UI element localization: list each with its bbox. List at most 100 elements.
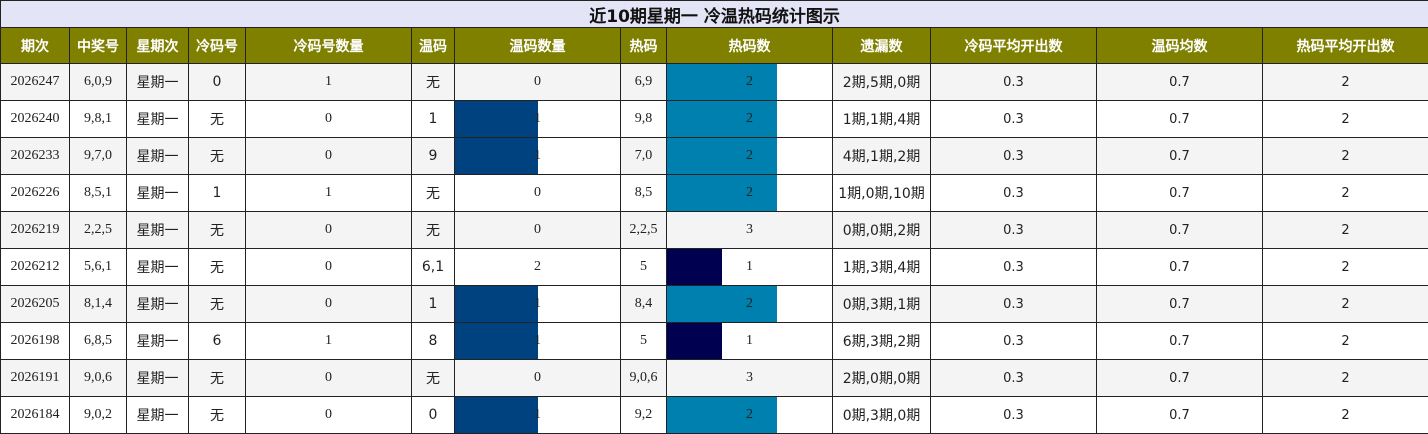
cell-hot-count: 1	[666, 248, 833, 286]
cell-cold-count: 1	[245, 174, 412, 212]
cell-warm-avg: 0.7	[1096, 63, 1263, 101]
cell-warm: 无	[411, 211, 455, 249]
hot-count-value: 3	[746, 370, 753, 385]
cell-warm-count: 0	[454, 359, 621, 397]
hot-count-bar	[667, 101, 778, 137]
cell-cold-avg: 0.3	[930, 137, 1097, 175]
cell-miss: 2期,5期,0期	[832, 63, 931, 101]
cell-hot: 9,8	[620, 100, 667, 138]
cell-cold-count: 0	[245, 211, 412, 249]
cell-miss: 1期,1期,4期	[832, 100, 931, 138]
cell-hot-count: 3	[666, 211, 833, 249]
warm-count-value: 1	[534, 148, 541, 163]
cell-miss: 4期,1期,2期	[832, 137, 931, 175]
cell-warm: 1	[411, 100, 455, 138]
table-title: 近10期星期一 冷温热码统计图示	[0, 0, 1428, 28]
cell-numbers: 8,1,4	[69, 285, 127, 323]
cell-numbers: 9,8,1	[69, 100, 127, 138]
cell-cold: 无	[188, 137, 246, 175]
cell-weekday: 星期一	[126, 63, 189, 101]
cell-cold-count: 0	[245, 359, 412, 397]
table-row: 2026233 9,7,0 星期一无 0 9 1 7,0 2 4期,1期,2期 0.3 0.7 2	[0, 137, 1428, 175]
cell-warm-count: 1	[454, 137, 621, 175]
hot-count-value: 1	[746, 259, 753, 274]
cell-hot-count: 2	[666, 63, 833, 101]
cell-cold: 无	[188, 359, 246, 397]
cell-hot-avg: 2	[1261, 137, 1428, 175]
cell-cold-count: 1	[245, 63, 412, 101]
warm-count-bar	[455, 286, 538, 322]
cell-numbers: 9,0,2	[69, 396, 127, 434]
header-col-cold-count: 冷码号数量	[245, 27, 412, 64]
warm-count-value: 2	[534, 259, 541, 274]
header-col-cold: 冷码号	[188, 27, 246, 64]
cell-numbers: 9,0,6	[69, 359, 127, 397]
header-col-miss: 遗漏数	[832, 27, 931, 64]
header-col-hot-count: 热码数	[666, 27, 833, 64]
cell-weekday: 星期一	[126, 137, 189, 175]
cell-warm-avg: 0.7	[1096, 359, 1263, 397]
cell-warm: 8	[411, 322, 455, 360]
cell-issue: 2026212	[0, 248, 70, 286]
cell-warm: 无	[411, 359, 455, 397]
cell-warm: 9	[411, 137, 455, 175]
cell-warm-avg: 0.7	[1096, 248, 1263, 286]
hot-count-bar	[667, 64, 778, 100]
table-row: 2026247 6,0,9 星期一 0 1 无 0 6,9 2 2期,5期,0期 0.3 0.7 2	[0, 63, 1428, 101]
warm-count-bar	[455, 101, 538, 137]
cell-miss: 0期,3期,1期	[832, 285, 931, 323]
cell-cold-avg: 0.3	[930, 100, 1097, 138]
cell-cold: 无	[188, 396, 246, 434]
header-col-warm: 温码	[411, 27, 455, 64]
cell-miss: 6期,3期,2期	[832, 322, 931, 360]
cell-miss: 0期,0期,2期	[832, 211, 931, 249]
hot-count-value: 2	[746, 111, 753, 126]
warm-count-value: 1	[534, 296, 541, 311]
header-col-issue: 期次	[0, 27, 70, 64]
cell-warm-avg: 0.7	[1096, 322, 1263, 360]
hot-count-value: 3	[746, 222, 753, 237]
hot-count-bar	[667, 397, 778, 433]
cell-hot: 9,0,6	[620, 359, 667, 397]
cell-warm-count: 2	[454, 248, 621, 286]
cell-warm-count: 0	[454, 174, 621, 212]
header-row: 期次 中奖号 星期次 冷码号 冷码号数量 温码 温码数量 热码 热码数 遗漏数 冷码平均开出数 温码均…	[0, 27, 1428, 64]
cell-warm-count: 1	[454, 100, 621, 138]
hot-count-bar	[667, 249, 722, 285]
cell-cold: 1	[188, 174, 246, 212]
cell-weekday: 星期一	[126, 100, 189, 138]
cell-warm-avg: 0.7	[1096, 285, 1263, 323]
hot-count-bar	[667, 175, 778, 211]
hot-count-bar	[667, 286, 778, 322]
hot-count-value: 2	[746, 185, 753, 200]
table-row: 2026226 8,5,1 星期一 1 1 无 0 8,5 2 1期,0期,10期 0.3 0.7 2	[0, 174, 1428, 212]
warm-count-value: 1	[534, 111, 541, 126]
cell-issue: 2026184	[0, 396, 70, 434]
warm-count-value: 0	[534, 222, 541, 237]
warm-count-bar	[455, 323, 538, 359]
cell-numbers: 9,7,0	[69, 137, 127, 175]
cell-warm: 无	[411, 174, 455, 212]
cell-cold-avg: 0.3	[930, 285, 1097, 323]
cell-hot: 5	[620, 248, 667, 286]
cell-cold: 无	[188, 211, 246, 249]
cell-weekday: 星期一	[126, 211, 189, 249]
cell-miss: 0期,3期,0期	[832, 396, 931, 434]
header-col-numbers: 中奖号	[69, 27, 127, 64]
cell-cold-count: 0	[245, 285, 412, 323]
cell-cold-avg: 0.3	[930, 322, 1097, 360]
table-row: 2026205 8,1,4 星期一无 0 1 1 8,4 2 0期,3期,1期 0.3 0.7 2	[0, 285, 1428, 323]
cell-issue: 2026233	[0, 137, 70, 175]
cell-hot-count: 3	[666, 359, 833, 397]
cell-miss: 1期,0期,10期	[832, 174, 931, 212]
cell-issue: 2026247	[0, 63, 70, 101]
cell-weekday: 星期一	[126, 396, 189, 434]
cell-miss: 1期,3期,4期	[832, 248, 931, 286]
cell-issue: 2026226	[0, 174, 70, 212]
cell-warm-count: 1	[454, 396, 621, 434]
cell-cold: 0	[188, 63, 246, 101]
cell-hot-avg: 2	[1261, 285, 1428, 323]
cell-warm-avg: 0.7	[1096, 174, 1263, 212]
cell-cold-avg: 0.3	[930, 248, 1097, 286]
cell-issue: 2026205	[0, 285, 70, 323]
